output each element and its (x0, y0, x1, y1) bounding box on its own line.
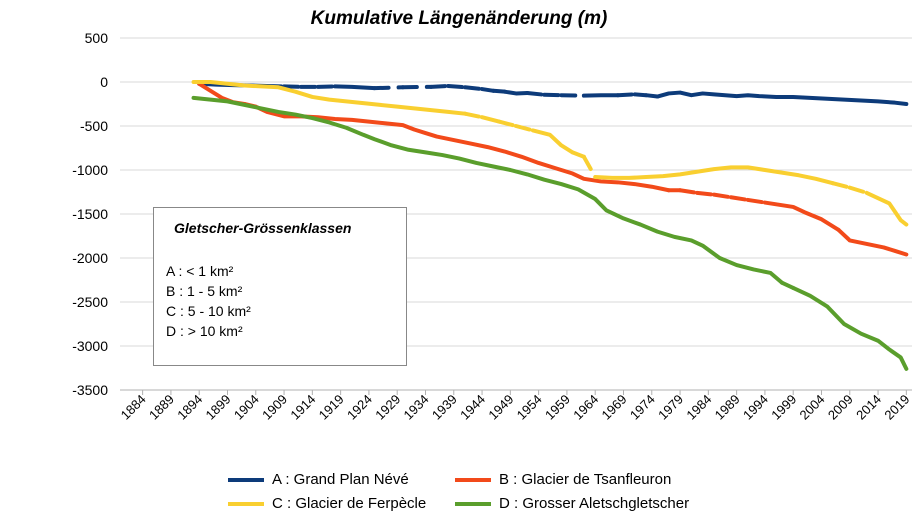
series-3-gap-segment (581, 154, 598, 180)
legend-item-d: D : Grosser Aletschgletscher (455, 495, 689, 512)
series-2-gap-segment (678, 188, 700, 195)
size-class-c: C : 5 - 10 km² (166, 303, 251, 319)
x-tick-label: 1944 (457, 392, 488, 423)
legend-swatch-c (228, 501, 264, 506)
x-tick-label: 1994 (740, 392, 771, 423)
series-1-gap-segment (615, 92, 637, 98)
x-tick-label: 1939 (429, 392, 460, 423)
series-1-line (332, 84, 377, 91)
y-tick-label: 500 (85, 30, 109, 46)
x-tick-label: 1989 (712, 392, 743, 423)
y-tick-label: -1000 (72, 162, 108, 178)
series-1-line (655, 90, 909, 106)
series-1-gap-segment (429, 83, 451, 89)
series-3-line (191, 80, 468, 116)
legend-label-d: D : Grosser Aletschgletscher (499, 495, 690, 512)
x-tick-label: 1999 (768, 392, 799, 423)
legend-swatch-a (228, 477, 264, 482)
legend-item-a: A : Grand Plan Névé (228, 471, 409, 488)
x-tick-label: 1934 (401, 392, 432, 423)
x-tick-label: 1979 (655, 392, 686, 423)
series-3-line (593, 165, 835, 186)
legend-swatch-d (455, 501, 491, 506)
x-tick-label: 1904 (231, 392, 262, 423)
legend-label-c: C : Glacier de Ferpècle (272, 495, 427, 512)
series-3 (191, 80, 909, 227)
series-2-gap-segment (836, 227, 852, 243)
series-3-gap-segment (514, 124, 535, 133)
x-tick-label: 2014 (853, 392, 884, 423)
series-2-line (253, 104, 671, 193)
series-3-line (530, 128, 575, 155)
series-1-gap-segment (525, 91, 547, 97)
series-4-line (791, 285, 909, 371)
series-4-gap-segment (779, 280, 796, 290)
series-3-gap-segment (570, 150, 586, 159)
series-1-gap-segment (372, 85, 405, 91)
series-1-line (502, 89, 530, 96)
series-3-line (480, 115, 502, 124)
x-tick-label: 1899 (203, 392, 234, 423)
size-class-title: Gletscher-Grössenklassen (174, 220, 352, 236)
x-tick-label: 2019 (881, 392, 912, 423)
series-3-line (864, 190, 909, 227)
x-tick-label: 1969 (599, 392, 630, 423)
series-1-gap-segment (463, 85, 485, 92)
series-2-line (847, 238, 909, 257)
x-tick-label: 1959 (542, 392, 573, 423)
series-4-line (191, 95, 784, 285)
y-tick-label: -500 (80, 118, 108, 134)
legend-swatch-b (455, 477, 491, 482)
x-tick-label: 1909 (259, 392, 290, 423)
size-class-d: D : > 10 km² (166, 323, 243, 339)
x-tick-label: 1974 (627, 392, 658, 423)
series-1-gap-segment (446, 83, 468, 90)
x-tick-label: 1884 (118, 392, 149, 423)
size-class-b: B : 1 - 5 km² (166, 283, 243, 299)
series-2-gap-segment (695, 190, 716, 197)
size-class-a: A : < 1 km² (166, 263, 234, 279)
y-tick-label: -1500 (72, 206, 108, 222)
x-tick-label: 1949 (485, 392, 516, 423)
x-tick-label: 1984 (683, 392, 714, 423)
series-2-gap-segment (728, 195, 750, 202)
chart-title: Kumulative Längenänderung (m) (310, 8, 608, 29)
size-class-box: Gletscher-Grössenklassen A : < 1 km² B :… (153, 207, 407, 366)
series-3-gap-segment (847, 185, 869, 195)
x-tick-label: 1924 (344, 392, 375, 423)
y-tick-label: -3000 (72, 338, 108, 354)
x-tick-label: 1954 (514, 392, 545, 423)
legend-label-b: B : Glacier de Tsanfleuron (499, 471, 672, 488)
x-tick-label: 2004 (797, 392, 828, 423)
x-tick-label: 1889 (146, 392, 177, 423)
y-tick-label: -3500 (72, 382, 108, 398)
x-tick-label: 1919 (316, 392, 347, 423)
x-tick-label: 1929 (372, 392, 403, 423)
x-tick-label: 1894 (174, 392, 205, 423)
series-3-gap-segment (830, 181, 852, 190)
series-3-gap-segment (497, 119, 518, 128)
y-tick-label: 0 (100, 74, 108, 90)
x-tick-label: 1964 (570, 392, 601, 423)
legend-label-a: A : Grand Plan Névé (272, 471, 409, 488)
legend-item-b: B : Glacier de Tsanfleuron (455, 471, 671, 488)
y-tick-label: -2000 (72, 250, 108, 266)
x-tick-label: 1914 (287, 392, 318, 423)
series-4 (191, 95, 909, 371)
series-3-gap-segment (463, 111, 485, 120)
series-2-line (762, 200, 841, 232)
series-layer (191, 80, 909, 371)
series-2-gap-segment (712, 192, 733, 200)
y-tick-label: -2500 (72, 294, 108, 310)
x-tick-label: 2009 (825, 392, 856, 423)
series-2-gap-segment (745, 197, 767, 205)
legend-item-c: C : Glacier de Ferpècle (228, 495, 426, 512)
